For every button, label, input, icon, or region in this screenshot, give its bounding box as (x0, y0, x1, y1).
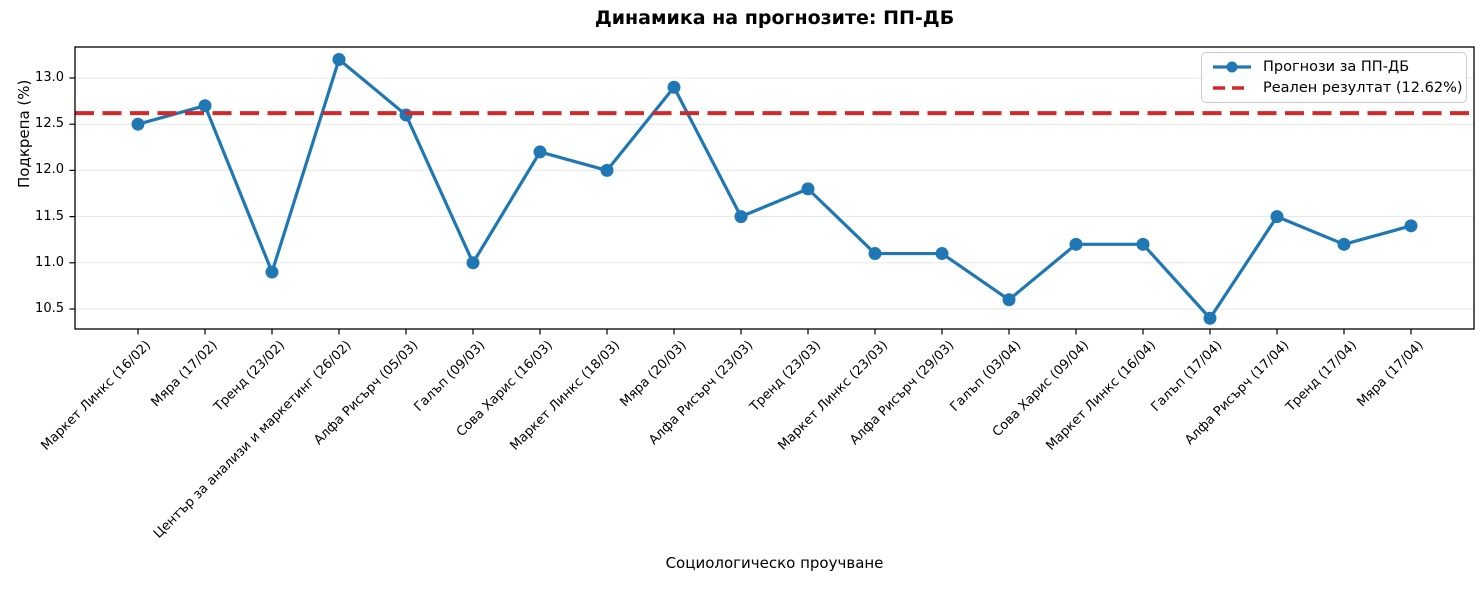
data-point (801, 182, 815, 196)
data-point (1337, 237, 1351, 251)
legend-item-forecast: Прогнози за ПП-ДБ (1211, 59, 1457, 75)
legend-label-forecast: Прогнози за ПП-ДБ (1263, 58, 1410, 75)
y-tick-label: 11.5 (35, 208, 64, 224)
data-point (1203, 311, 1217, 325)
y-tick-label: 13.0 (35, 70, 64, 85)
axes-border (74, 46, 1475, 330)
data-point (466, 256, 480, 270)
data-point (1270, 210, 1284, 224)
data-point (1404, 219, 1418, 233)
data-point (198, 99, 212, 113)
data-point (533, 145, 547, 159)
data-point (1069, 237, 1083, 251)
legend-line-marker-icon (1213, 61, 1251, 73)
legend: Прогнози за ПП-ДБ Реален резултат (12.62… (1201, 52, 1467, 103)
chart-title: Динамика на прогнозите: ПП-ДБ (594, 7, 955, 29)
data-point (868, 247, 882, 261)
data-point (131, 117, 145, 131)
y-tick-label: 11.0 (35, 254, 64, 270)
data-point (265, 265, 279, 279)
data-point (935, 247, 949, 261)
forecast-line (136, 57, 1413, 320)
legend-item-real-result: Реален резултат (12.62%) (1211, 80, 1463, 96)
legend-dashed-line-icon (1213, 86, 1251, 91)
data-point (1136, 237, 1150, 251)
y-tick-label: 12.5 (35, 116, 64, 132)
legend-label-real-result: Реален резултат (12.62%) (1263, 80, 1463, 97)
data-point (1002, 293, 1016, 307)
y-tick-label: 10.5 (35, 301, 64, 316)
y-tick-label: 12.0 (35, 162, 64, 178)
data-point (332, 53, 346, 67)
data-point (600, 163, 614, 177)
data-point (734, 210, 748, 224)
x-axis-label: Социологическо проучване (665, 554, 884, 572)
data-point (667, 80, 681, 94)
